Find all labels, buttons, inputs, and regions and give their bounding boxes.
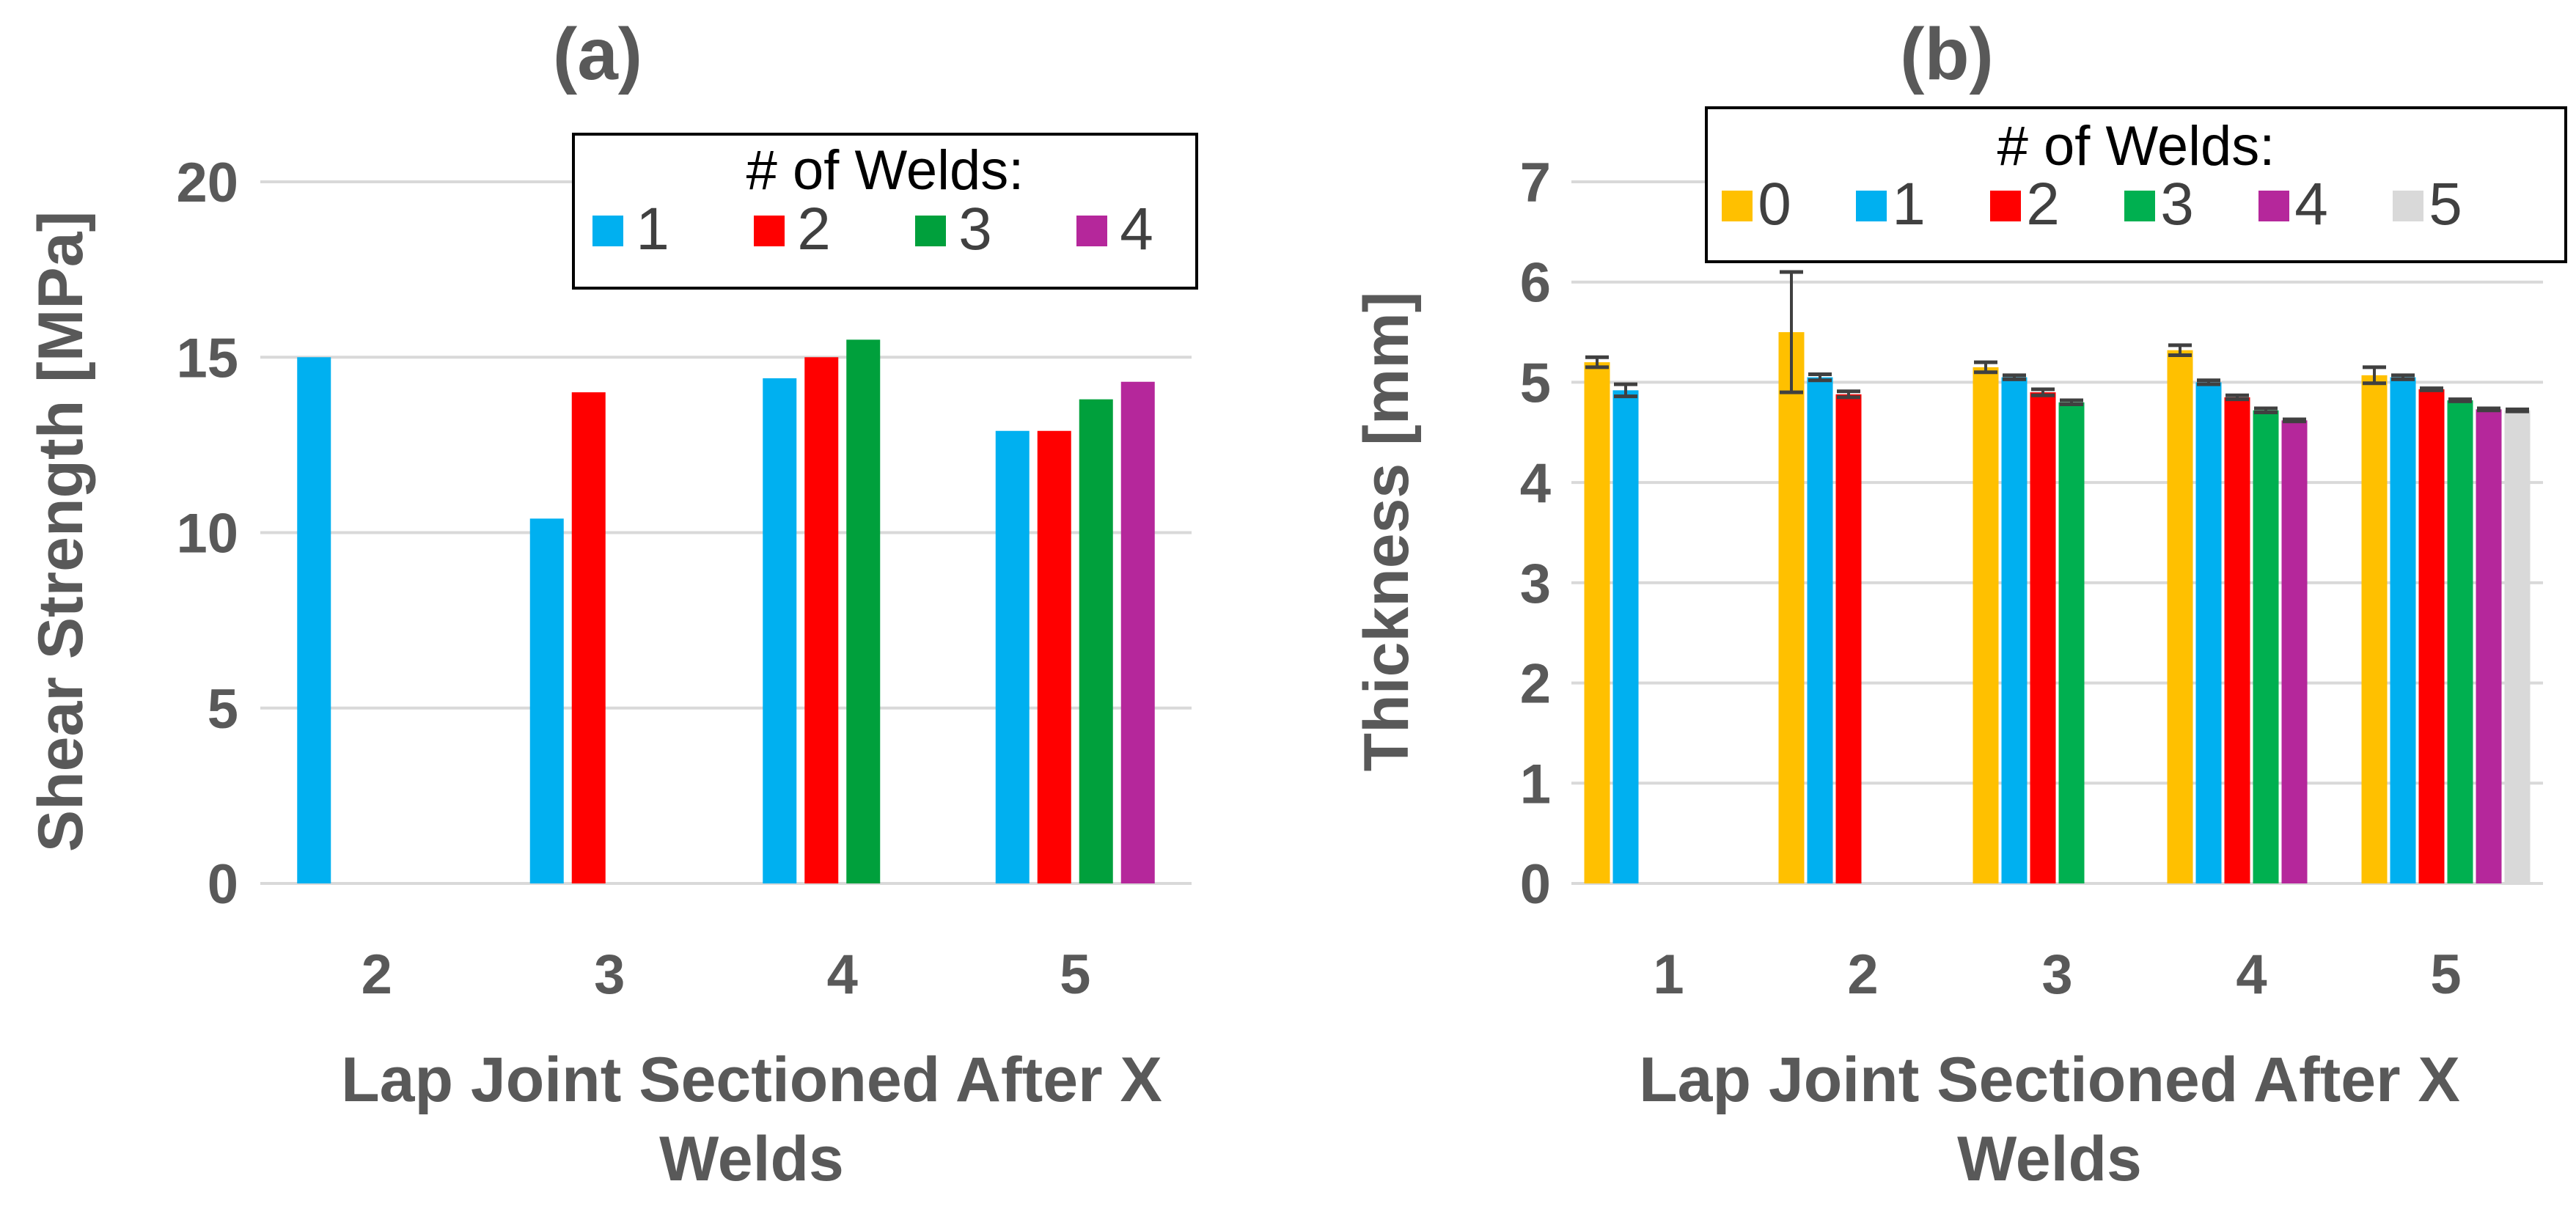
- panel-label: (b): [1900, 13, 1994, 95]
- y-tick-label: 0: [208, 853, 238, 916]
- y-tick-label: 7: [1520, 152, 1551, 214]
- panel-a-shear-strength-chart: (a) 0 5 10 15 20 2 3 4 5 Lap Joint Sectioned After…: [26, 13, 1198, 1194]
- y-axis-title: Thickness [mm]: [1351, 292, 1422, 772]
- legend-label-4: 4: [1120, 196, 1153, 262]
- bar-series-2-cat-3: [2030, 392, 2056, 883]
- y-tick-label: 1: [1520, 753, 1551, 815]
- legend-swatch-2: [754, 216, 785, 246]
- bar-series-0-cat-5: [2361, 375, 2388, 883]
- legend-label-2: 2: [2026, 171, 2060, 238]
- panel-b-thickness-chart: (b) 0 1 2 3 4 5 6 7 1 2 3 4 5 Lap Joint Sectioned Afte…: [1351, 13, 2567, 1194]
- x-axis-title: Welds: [659, 1124, 844, 1194]
- legend: # of Welds: 0 1 2 3 4 5: [1705, 106, 2567, 263]
- legend-swatch-3: [2124, 191, 2155, 221]
- legend-box: [1705, 106, 2567, 263]
- x-tick-label: 2: [1847, 944, 1878, 1006]
- legend-title: # of Welds:: [1997, 115, 2275, 177]
- legend-swatch-5: [2393, 191, 2423, 221]
- bar-series-2-cat-4: [2224, 397, 2250, 883]
- bar-series-2-cat-5: [1037, 430, 1071, 883]
- bar-series-4-cat-5: [1120, 381, 1155, 883]
- bar-series-4-cat-5: [2476, 409, 2502, 883]
- y-tick-label: 3: [1520, 553, 1551, 615]
- bar-series-1-cat-4: [2195, 382, 2222, 883]
- bar-series-1-cat-1: [1612, 390, 1639, 883]
- bar-series-0-cat-1: [1584, 362, 1610, 884]
- x-tick-label: 2: [362, 944, 392, 1006]
- legend-label-5: 5: [2429, 171, 2462, 238]
- y-tick-label: 0: [1520, 853, 1551, 916]
- bar-series-0-cat-3: [1973, 367, 1999, 884]
- y-tick-label: 15: [176, 327, 238, 389]
- legend-label-3: 3: [958, 196, 992, 262]
- legend-label-3: 3: [2160, 171, 2194, 238]
- bar-series-0-cat-4: [2167, 350, 2193, 883]
- legend: # of Welds: 1 2 3 4: [572, 133, 1198, 290]
- y-tick-label: 5: [208, 678, 238, 740]
- legend-swatch-2: [1990, 191, 2021, 221]
- x-tick-label: 5: [1060, 944, 1090, 1006]
- bar-series-1-cat-2: [1807, 377, 1833, 883]
- legend-swatch-0: [1722, 191, 1753, 221]
- bar-series-1-cat-5: [995, 430, 1030, 883]
- legend-label-1: 1: [1892, 171, 1926, 238]
- legend-swatch-1: [1856, 191, 1887, 221]
- bar-series-3-cat-5: [2447, 400, 2473, 883]
- bar-series-1-cat-3: [529, 518, 564, 883]
- legend-title: # of Welds:: [746, 139, 1024, 202]
- x-axis-title: Lap Joint Sectioned After X: [1639, 1045, 2460, 1115]
- x-tick-label: 3: [594, 944, 625, 1006]
- legend-swatch-4: [1076, 216, 1107, 246]
- legend-label-1: 1: [636, 196, 669, 262]
- bar-series-0-cat-2: [1778, 332, 1805, 884]
- legend-label-0: 0: [1758, 171, 1791, 238]
- bar-series-2-cat-4: [804, 357, 839, 883]
- bar-series-3-cat-3: [2058, 402, 2085, 883]
- y-tick-label: 10: [176, 503, 238, 565]
- x-tick-label: 3: [2041, 944, 2072, 1006]
- bar-series-3-cat-4: [846, 339, 881, 883]
- y-tick-label: 2: [1520, 653, 1551, 716]
- bar-series-5-cat-5: [2504, 410, 2531, 883]
- bar-series-3-cat-4: [2253, 410, 2279, 883]
- legend-swatch-4: [2258, 191, 2289, 221]
- y-tick-label: 6: [1520, 252, 1551, 315]
- y-tick-label: 20: [176, 152, 238, 214]
- bar-series-1-cat-3: [2001, 377, 2028, 883]
- legend-label-4: 4: [2294, 171, 2328, 238]
- y-tick-label: 4: [1520, 452, 1551, 515]
- legend-label-2: 2: [797, 196, 831, 262]
- panel-label: (a): [553, 13, 642, 95]
- x-axis-title: Lap Joint Sectioned After X: [341, 1045, 1162, 1115]
- y-tick-label: 5: [1520, 352, 1551, 414]
- bar-series-1-cat-5: [2390, 377, 2416, 883]
- x-tick-label: 1: [1653, 944, 1684, 1006]
- bar-series-1-cat-4: [763, 378, 797, 883]
- bar-series-2-cat-5: [2418, 389, 2445, 883]
- x-tick-label: 4: [2236, 944, 2267, 1006]
- legend-box: [572, 133, 1198, 290]
- bar-series-2-cat-2: [1835, 394, 1862, 883]
- y-axis-title: Shear Strength [MPa]: [26, 211, 96, 852]
- bar-series-1-cat-2: [297, 357, 331, 883]
- x-tick-label: 4: [827, 944, 858, 1006]
- bar-series-3-cat-5: [1079, 399, 1113, 883]
- x-axis-title: Welds: [1957, 1124, 2142, 1194]
- x-tick-label: 5: [2430, 944, 2461, 1006]
- legend-swatch-1: [592, 216, 623, 246]
- legend-swatch-3: [915, 216, 946, 246]
- bar-series-2-cat-3: [571, 392, 606, 883]
- bar-series-4-cat-4: [2281, 420, 2308, 883]
